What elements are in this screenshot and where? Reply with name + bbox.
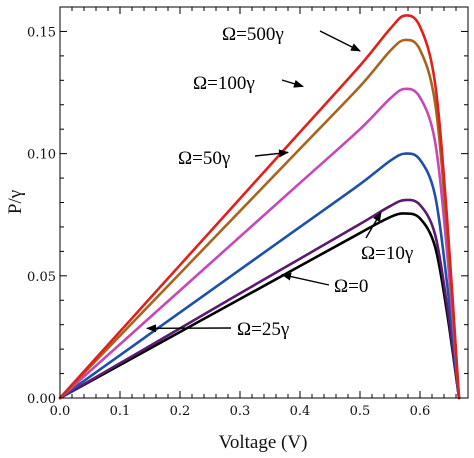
x-tick-label: 0.5 [350, 404, 371, 419]
y-tick-label: 0.05 [27, 270, 56, 285]
x-tick-label: 0.1 [110, 404, 131, 419]
annotation-label: Ω=10γ [361, 243, 413, 264]
annotations-layer: Ω=500γ Ω=100γ Ω=50γ Ω=10γ Ω=0 Ω=25γ [146, 24, 413, 340]
annotation-arrow [365, 211, 382, 239]
annotation-label: Ω=50γ [178, 148, 230, 169]
y-tick-label: 0.00 [27, 392, 56, 407]
series-line-5 [58, 14, 461, 400]
annotation-arrow [281, 79, 304, 88]
x-axis-title: Voltage (V) [219, 432, 308, 453]
x-tick-label: 0.0 [50, 404, 71, 419]
annotation-label: Ω=25γ [237, 319, 289, 340]
y-tick-label: 0.10 [27, 148, 56, 163]
annotation-label: Ω=100γ [193, 73, 255, 94]
annotation-arrow [254, 149, 289, 158]
annotation-arrow [319, 30, 361, 52]
y-axis-title: P/γ [5, 190, 26, 214]
annotation-label: Ω=500γ [222, 24, 284, 45]
x-tick-label: 0.6 [410, 404, 431, 419]
annotation-label: Ω=0 [334, 276, 368, 297]
plot-frame [59, 6, 469, 399]
x-tick-label: 0.3 [230, 404, 251, 419]
x-tick-label: 0.2 [170, 404, 191, 419]
series-line-2 [58, 152, 461, 400]
series-line-1 [58, 198, 461, 400]
ticks-layer: 0.0 0.1 0.2 0.3 0.4 0.5 0.6 0.00 0.05 0.10 0.15 [27, 6, 469, 419]
x-tick-label: 0.4 [290, 404, 311, 419]
series-line-3 [58, 87, 461, 400]
series-line-0 [58, 212, 461, 400]
annotation-arrow [281, 272, 330, 286]
y-tick-label: 0.15 [27, 25, 56, 40]
series-layer [58, 14, 461, 400]
